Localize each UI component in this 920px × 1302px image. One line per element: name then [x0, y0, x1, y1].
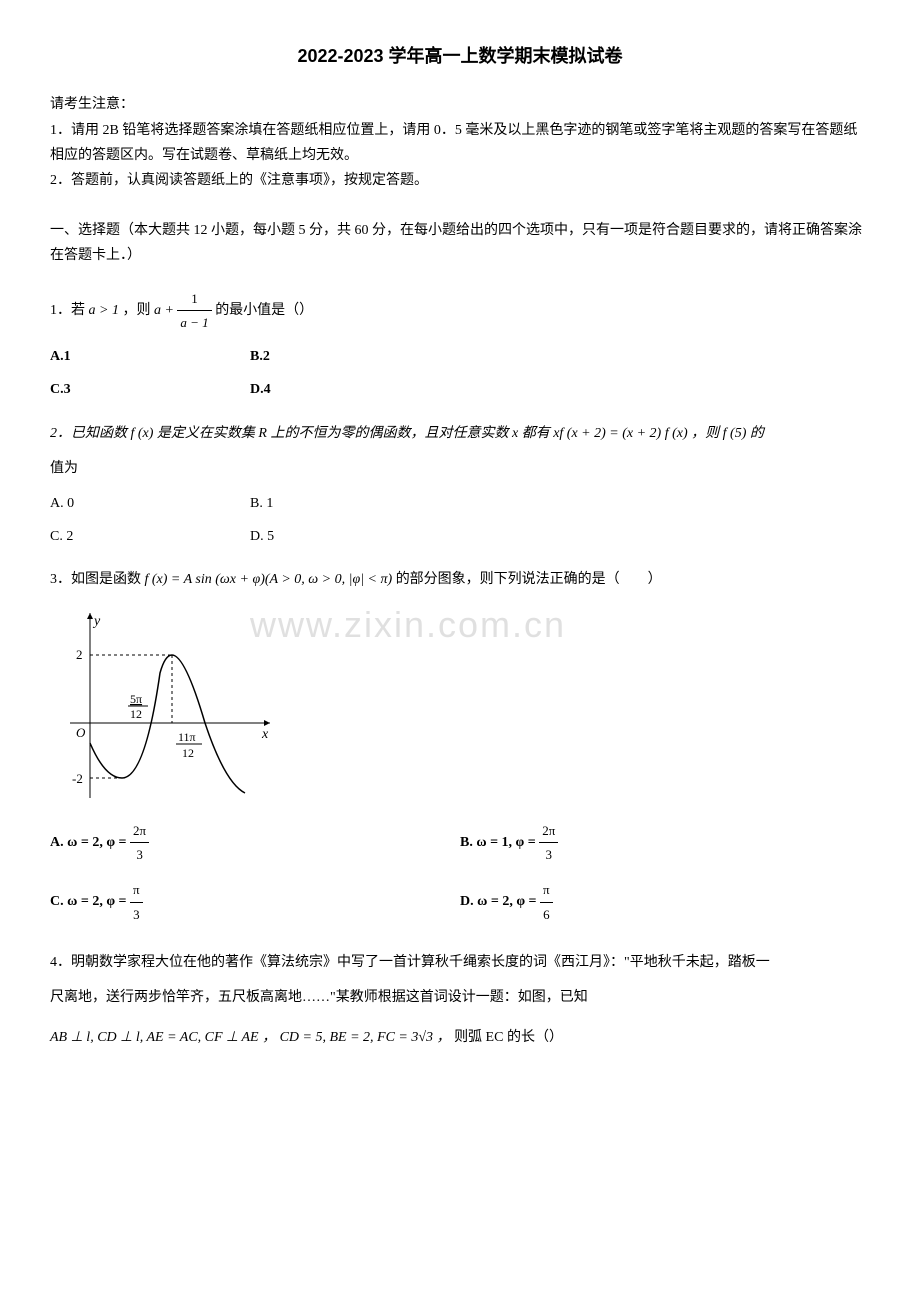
q3-graph-container: www.zixin.com.cn y x O 2 -2 5π 12 11π 12	[50, 603, 870, 803]
q1-fraction: 1 a − 1	[177, 287, 211, 335]
q3-option-b: B. ω = 1, φ = 2π 3	[460, 819, 870, 867]
q1-frac-num: 1	[177, 287, 211, 311]
q1-option-b: B.2	[250, 344, 450, 369]
q2-stem: 2．已知函数 f (x) 是定义在实数集 R 上的不恒为零的偶函数，且对任意实数…	[50, 421, 870, 446]
q3-optb-den: 3	[539, 843, 558, 866]
q4-line3: AB ⊥ l, CD ⊥ l, AE = AC, CF ⊥ AE ， CD = …	[50, 1025, 870, 1050]
svg-text:y: y	[92, 614, 101, 629]
q1-frac-den: a − 1	[177, 311, 211, 334]
q3-optd-num: π	[540, 878, 553, 902]
instructions-header: 请考生注意：	[50, 92, 870, 117]
q1-option-d: D.4	[250, 377, 450, 402]
q3-optd-frac: π 6	[540, 878, 553, 926]
q3-opta-num: 2π	[130, 819, 149, 843]
q2-option-d: D. 5	[250, 524, 450, 549]
q2-stem-line1: 2．已知函数 f (x) 是定义在实数集 R 上的不恒为零的偶函数，且对任意实数…	[50, 426, 764, 441]
question-3: 3．如图是函数 f (x) = A sin (ωx + φ)(A > 0, ω …	[50, 567, 870, 592]
q1-condition: a > 1	[89, 303, 119, 318]
instruction-2: 2．答题前，认真阅读答题纸上的《注意事项》，按规定答题。	[50, 168, 870, 193]
q3-optb-num: 2π	[539, 819, 558, 843]
q2-option-c: C. 2	[50, 524, 250, 549]
q4-line3-pre: AB ⊥ l, CD ⊥ l, AE = AC, CF ⊥ AE ，	[50, 1030, 276, 1045]
q2-option-a: A. 0	[50, 491, 250, 516]
q3-options: A. ω = 2, φ = 2π 3 B. ω = 1, φ = 2π 3 C.…	[50, 813, 870, 933]
watermark-text: www.zixin.com.cn	[250, 593, 566, 658]
q3-option-c: C. ω = 2, φ = π 3	[50, 878, 460, 926]
svg-text:2: 2	[76, 647, 83, 662]
q4-line3-post: 则弧 EC 的长（）	[454, 1030, 563, 1045]
q2-options: A. 0 B. 1 C. 2 D. 5	[50, 491, 870, 549]
q3-option-d: D. ω = 2, φ = π 6	[460, 878, 870, 926]
svg-text:12: 12	[182, 746, 194, 760]
question-2: 2．已知函数 f (x) 是定义在实数集 R 上的不恒为零的偶函数，且对任意实数…	[50, 421, 870, 481]
q3-optd-pre: D. ω = 2, φ =	[460, 895, 540, 910]
question-1: 1．若 a > 1 ，则 a + 1 a − 1 的最小值是（）	[50, 287, 870, 335]
q4-line3-mid: CD = 5, BE = 2, FC = 3√3 ，	[280, 1030, 451, 1045]
q1-options: A.1 B.2 C.3 D.4	[50, 344, 870, 402]
q1-option-a: A.1	[50, 344, 250, 369]
q3-optb-pre: B. ω = 1, φ =	[460, 835, 539, 850]
q3-optd-den: 6	[540, 903, 553, 926]
q3-optc-den: 3	[130, 903, 143, 926]
svg-text:12: 12	[130, 707, 142, 721]
instructions-block: 请考生注意： 1．请用 2B 铅笔将选择题答案涂填在答题纸相应位置上，请用 0．…	[50, 92, 870, 193]
q3-opta-pre: A. ω = 2, φ =	[50, 835, 130, 850]
section-1-header: 一、选择题（本大题共 12 小题，每小题 5 分，共 60 分，在每小题给出的四…	[50, 218, 870, 268]
q4-line2: 尺离地，送行两步恰竿齐，五尺板高离地……"某教师根据这首词设计一题：如图，已知	[50, 985, 870, 1010]
q1-stem-pre: 1．若	[50, 303, 89, 318]
q1-stem-mid: ，则	[122, 303, 154, 318]
q3-opta-frac: 2π 3	[130, 819, 149, 867]
svg-text:-2: -2	[72, 771, 83, 786]
q3-graph-svg: y x O 2 -2 5π 12 11π 12	[50, 603, 280, 803]
q3-optc-num: π	[130, 878, 143, 902]
question-4: 4．明朝数学家程大位在他的著作《算法统宗》中写了一首计算秋千绳索长度的词《西江月…	[50, 950, 870, 1050]
q3-optb-frac: 2π 3	[539, 819, 558, 867]
q1-stem-post: 的最小值是（）	[215, 303, 313, 318]
q3-formula: f (x) = A sin (ωx + φ)(A > 0, ω > 0, |φ|…	[145, 572, 393, 587]
q2-option-b: B. 1	[250, 491, 450, 516]
instruction-1: 1．请用 2B 铅笔将选择题答案涂填在答题纸相应位置上，请用 0．5 毫米及以上…	[50, 118, 870, 168]
q3-stem-post: 的部分图象，则下列说法正确的是（ ）	[396, 572, 662, 587]
exam-title: 2022-2023 学年高一上数学期末模拟试卷	[50, 40, 870, 72]
q3-optc-frac: π 3	[130, 878, 143, 926]
svg-text:11π: 11π	[178, 730, 196, 744]
q1-option-c: C.3	[50, 377, 250, 402]
q4-line1: 4．明朝数学家程大位在他的著作《算法统宗》中写了一首计算秋千绳索长度的词《西江月…	[50, 950, 870, 975]
q3-stem-pre: 3．如图是函数	[50, 572, 145, 587]
svg-text:O: O	[76, 725, 86, 740]
q2-stem-line2: 值为	[50, 456, 870, 481]
q1-expr: a +	[154, 303, 177, 318]
q3-opta-den: 3	[130, 843, 149, 866]
svg-text:x: x	[261, 727, 269, 742]
q3-optc-pre: C. ω = 2, φ =	[50, 895, 130, 910]
svg-text:5π: 5π	[130, 692, 142, 706]
q3-option-a: A. ω = 2, φ = 2π 3	[50, 819, 460, 867]
